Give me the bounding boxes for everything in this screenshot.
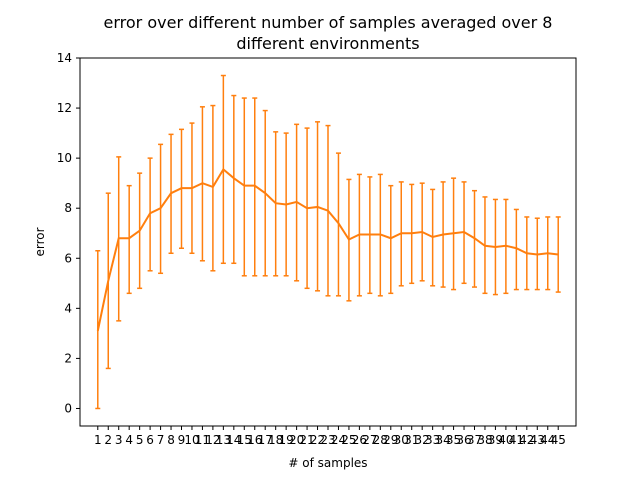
x-tick-label: 42 — [519, 433, 534, 447]
y-tick-label: 4 — [64, 301, 72, 315]
chart-title-line1: error over different number of samples a… — [104, 13, 553, 32]
x-tick-label: 2 — [104, 433, 112, 447]
x-tick-label: 39 — [488, 433, 503, 447]
x-tick-label: 23 — [320, 433, 335, 447]
x-tick-label: 7 — [157, 433, 165, 447]
x-tick-label: 41 — [509, 433, 524, 447]
x-tick-label: 10 — [184, 433, 199, 447]
y-tick-label: 6 — [64, 251, 72, 265]
x-tick-label: 35 — [446, 433, 461, 447]
x-tick-label: 16 — [247, 433, 262, 447]
x-tick-label: 3 — [115, 433, 123, 447]
x-tick-label: 38 — [477, 433, 492, 447]
x-tick-label: 43 — [530, 433, 545, 447]
x-tick-label: 26 — [352, 433, 367, 447]
x-tick-label: 13 — [216, 433, 231, 447]
x-axis: 1 2 3 4 5 6 7 8 9 1011121314151617181920212223242… — [94, 426, 566, 447]
x-tick-label: 11 — [195, 433, 210, 447]
x-tick-label: 34 — [435, 433, 450, 447]
x-tick-label: 25 — [341, 433, 356, 447]
y-tick-label: 12 — [57, 101, 72, 115]
x-tick-label: 30 — [394, 433, 409, 447]
x-tick-label: 6 — [146, 433, 154, 447]
y-tick-label: 8 — [64, 201, 72, 215]
y-tick-label: 0 — [64, 401, 72, 415]
y-tick-label: 2 — [64, 351, 72, 365]
x-tick-label: 20 — [289, 433, 304, 447]
series-line — [96, 167, 559, 332]
x-tick-label: 36 — [456, 433, 471, 447]
x-tick-label: 8 — [167, 433, 175, 447]
x-tick-label: 5 — [136, 433, 144, 447]
x-tick-label: 37 — [467, 433, 482, 447]
x-tick-label: 28 — [373, 433, 388, 447]
x-tick-label: 9 — [178, 433, 186, 447]
x-tick-label: 45 — [551, 433, 566, 447]
x-tick-label: 4 — [125, 433, 133, 447]
x-tick-label: 33 — [425, 433, 440, 447]
x-tick-label: 24 — [331, 433, 346, 447]
x-tick-label: 12 — [205, 433, 220, 447]
x-tick-label: 15 — [237, 433, 252, 447]
y-axis-label: error — [33, 227, 47, 256]
x-tick-label: 31 — [404, 433, 419, 447]
x-tick-label: 18 — [268, 433, 283, 447]
x-tick-label: 17 — [258, 433, 273, 447]
x-axis-label: # of samples — [288, 456, 367, 470]
y-tick-label: 10 — [57, 151, 72, 165]
x-tick-label: 40 — [498, 433, 513, 447]
x-tick-label: 27 — [362, 433, 377, 447]
x-tick-label: 1 — [94, 433, 102, 447]
y-axis: 0 2 4 6 8 10 12 14 — [57, 51, 80, 415]
x-tick-label: 22 — [310, 433, 325, 447]
chart-title-line2: different environments — [236, 34, 419, 53]
x-tick-label: 21 — [299, 433, 314, 447]
y-tick-label: 14 — [57, 51, 72, 65]
x-tick-label: 32 — [415, 433, 430, 447]
x-tick-label: 14 — [226, 433, 241, 447]
x-tick-label: 44 — [540, 433, 555, 447]
x-tick-label: 29 — [383, 433, 398, 447]
x-tick-label: 19 — [279, 433, 294, 447]
